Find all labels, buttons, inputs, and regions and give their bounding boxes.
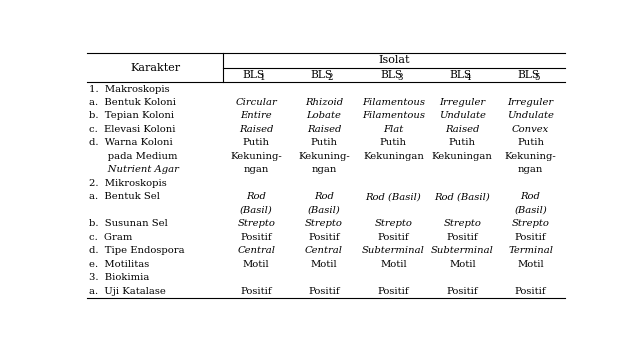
- Text: Putih: Putih: [517, 138, 544, 147]
- Text: Positif: Positif: [308, 287, 340, 296]
- Text: Subterminal: Subterminal: [362, 246, 425, 255]
- Text: Kekuning-: Kekuning-: [298, 152, 350, 161]
- Text: Kekuningan: Kekuningan: [432, 152, 493, 161]
- Text: Entire: Entire: [240, 112, 272, 120]
- Text: BLS: BLS: [449, 70, 471, 80]
- Text: b.  Susunan Sel: b. Susunan Sel: [89, 219, 167, 228]
- Text: Flat: Flat: [384, 125, 403, 134]
- Text: Kekuning-: Kekuning-: [230, 152, 282, 161]
- Text: pada Medium: pada Medium: [89, 152, 177, 161]
- Text: 3.  Biokimia: 3. Biokimia: [89, 273, 149, 282]
- Text: Undulate: Undulate: [507, 112, 554, 120]
- Text: Raised: Raised: [445, 125, 480, 134]
- Text: BLS: BLS: [517, 70, 539, 80]
- Text: Filamentous: Filamentous: [362, 98, 425, 107]
- Text: Positif: Positif: [515, 287, 546, 296]
- Text: Strepto: Strepto: [237, 219, 275, 228]
- Text: Motil: Motil: [517, 260, 544, 269]
- Text: 2.  Mikroskopis: 2. Mikroskopis: [89, 179, 167, 188]
- Text: e.  Motilitas: e. Motilitas: [89, 260, 149, 269]
- Text: 3: 3: [397, 73, 402, 82]
- Text: b.  Tepian Koloni: b. Tepian Koloni: [89, 112, 174, 120]
- Text: d.  Warna Koloni: d. Warna Koloni: [89, 138, 172, 147]
- Text: Raised: Raised: [239, 125, 273, 134]
- Text: Central: Central: [237, 246, 275, 255]
- Text: BLS: BLS: [310, 70, 333, 80]
- Text: BLS: BLS: [243, 70, 265, 80]
- Text: Central: Central: [305, 246, 343, 255]
- Text: Kekuningan: Kekuningan: [363, 152, 424, 161]
- Text: Terminal: Terminal: [508, 246, 553, 255]
- Text: BLS: BLS: [380, 70, 402, 80]
- Text: ngan: ngan: [312, 165, 336, 174]
- Text: Rod (Basil): Rod (Basil): [366, 192, 421, 201]
- Text: Irreguler: Irreguler: [508, 98, 553, 107]
- Text: c.  Elevasi Koloni: c. Elevasi Koloni: [89, 125, 176, 134]
- Text: Putih: Putih: [310, 138, 338, 147]
- Text: Putih: Putih: [380, 138, 407, 147]
- Text: Rod (Basil): Rod (Basil): [434, 192, 490, 201]
- Text: Circular: Circular: [235, 98, 277, 107]
- Text: Positif: Positif: [378, 287, 409, 296]
- Text: (Basil): (Basil): [308, 206, 340, 215]
- Text: Strepto: Strepto: [511, 219, 550, 228]
- Text: Motil: Motil: [311, 260, 337, 269]
- Text: d.  Tipe Endospora: d. Tipe Endospora: [89, 246, 184, 255]
- Text: Rhizoid: Rhizoid: [305, 98, 343, 107]
- Text: Putih: Putih: [243, 138, 270, 147]
- Text: Positif: Positif: [378, 233, 409, 242]
- Text: 1: 1: [259, 73, 265, 82]
- Text: a.  Uji Katalase: a. Uji Katalase: [89, 287, 165, 296]
- Text: Strepto: Strepto: [443, 219, 481, 228]
- Text: Irreguler: Irreguler: [439, 98, 485, 107]
- Text: ngan: ngan: [244, 165, 269, 174]
- Text: Isolat: Isolat: [378, 55, 410, 65]
- Text: Motil: Motil: [380, 260, 406, 269]
- Text: Kekuning-: Kekuning-: [505, 152, 556, 161]
- Text: 2: 2: [328, 73, 333, 82]
- Text: 5: 5: [534, 73, 539, 82]
- Text: Rod: Rod: [314, 192, 334, 201]
- Text: Strepto: Strepto: [375, 219, 412, 228]
- Text: 4: 4: [466, 73, 471, 82]
- Text: Positif: Positif: [515, 233, 546, 242]
- Text: Positif: Positif: [446, 287, 478, 296]
- Text: Positif: Positif: [446, 233, 478, 242]
- Text: Convex: Convex: [512, 125, 549, 134]
- Text: Positif: Positif: [308, 233, 340, 242]
- Text: Positif: Positif: [240, 287, 272, 296]
- Text: Motil: Motil: [449, 260, 476, 269]
- Text: Rod: Rod: [246, 192, 266, 201]
- Text: a.  Bentuk Koloni: a. Bentuk Koloni: [89, 98, 176, 107]
- Text: 1.  Makroskopis: 1. Makroskopis: [89, 84, 169, 94]
- Text: Undulate: Undulate: [439, 112, 486, 120]
- Text: Subterminal: Subterminal: [431, 246, 494, 255]
- Text: Raised: Raised: [307, 125, 341, 134]
- Text: Strepto: Strepto: [305, 219, 343, 228]
- Text: Putih: Putih: [449, 138, 476, 147]
- Text: Filamentous: Filamentous: [362, 112, 425, 120]
- Text: (Basil): (Basil): [240, 206, 273, 215]
- Text: Rod: Rod: [521, 192, 541, 201]
- Text: Motil: Motil: [243, 260, 270, 269]
- Text: Karakter: Karakter: [130, 63, 180, 73]
- Text: c.  Gram: c. Gram: [89, 233, 132, 242]
- Text: Nutrient Agar: Nutrient Agar: [89, 165, 179, 174]
- Text: Lobate: Lobate: [307, 112, 342, 120]
- Text: (Basil): (Basil): [514, 206, 547, 215]
- Text: a.  Bentuk Sel: a. Bentuk Sel: [89, 192, 160, 201]
- Text: ngan: ngan: [518, 165, 543, 174]
- Text: Positif: Positif: [240, 233, 272, 242]
